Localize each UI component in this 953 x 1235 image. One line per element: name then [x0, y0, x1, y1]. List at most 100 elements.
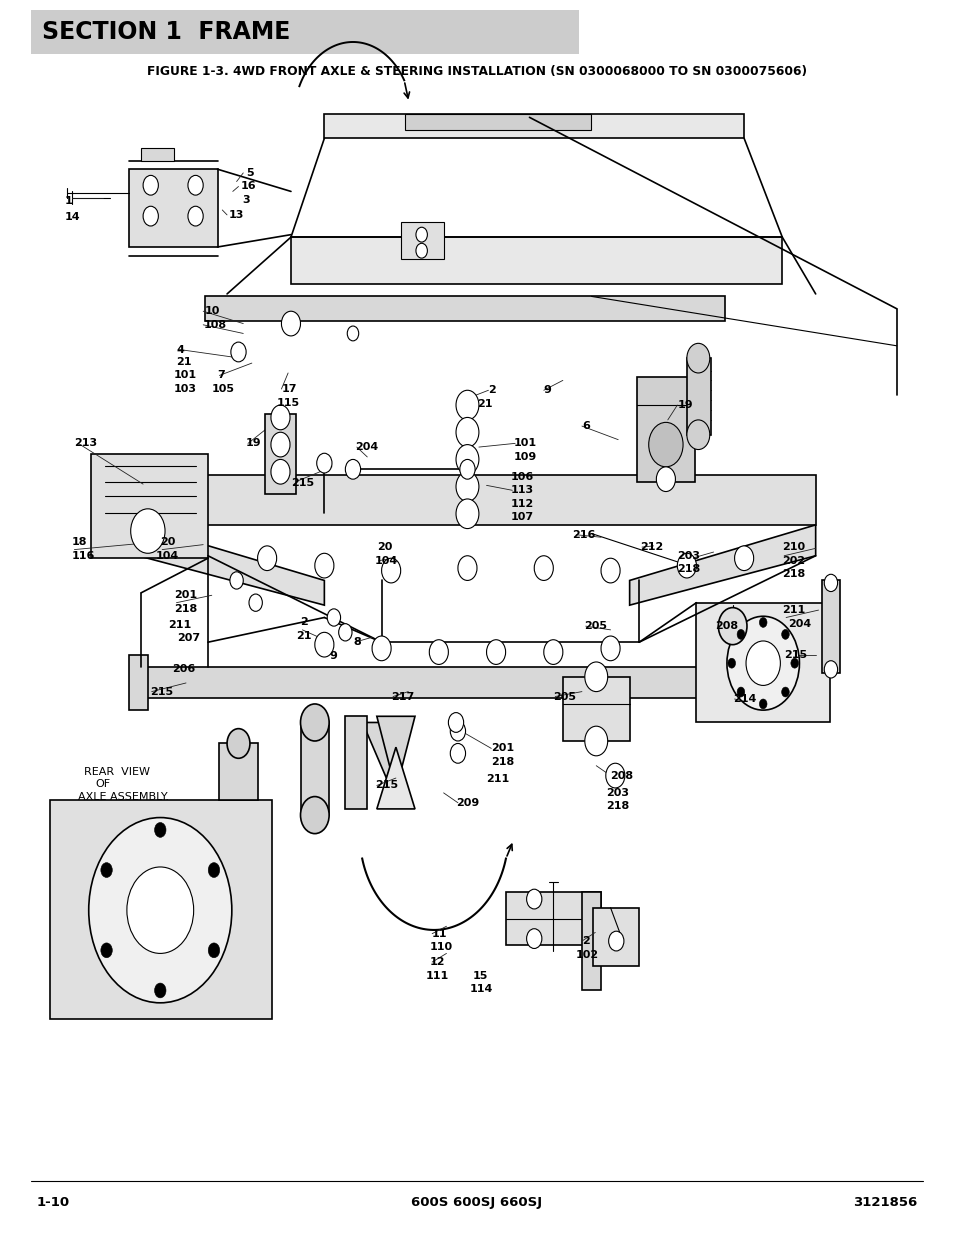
- Text: 16: 16: [240, 182, 255, 191]
- Text: 213: 213: [74, 438, 97, 448]
- Text: 106: 106: [510, 472, 533, 482]
- Circle shape: [450, 721, 465, 741]
- Text: 210: 210: [781, 542, 804, 552]
- Text: 105: 105: [212, 384, 234, 394]
- Text: 21: 21: [295, 631, 311, 641]
- Text: 1-10: 1-10: [36, 1197, 70, 1209]
- Circle shape: [823, 574, 837, 592]
- Polygon shape: [141, 148, 173, 161]
- Text: 20: 20: [160, 537, 175, 547]
- Circle shape: [526, 889, 541, 909]
- Text: 4: 4: [176, 345, 184, 354]
- Text: 104: 104: [375, 556, 397, 566]
- Text: 115: 115: [276, 398, 299, 408]
- Circle shape: [718, 608, 746, 645]
- Text: 206: 206: [172, 664, 194, 674]
- Circle shape: [345, 459, 360, 479]
- Circle shape: [314, 553, 334, 578]
- Text: 204: 204: [355, 442, 377, 452]
- Circle shape: [416, 227, 427, 242]
- Circle shape: [456, 499, 478, 529]
- Text: 17: 17: [281, 384, 296, 394]
- Circle shape: [188, 175, 203, 195]
- Text: 8: 8: [353, 637, 360, 647]
- Text: 5: 5: [246, 168, 253, 178]
- Text: 111: 111: [425, 971, 448, 981]
- Text: 208: 208: [715, 621, 738, 631]
- Circle shape: [338, 624, 352, 641]
- Circle shape: [429, 640, 448, 664]
- Text: 110: 110: [429, 942, 452, 952]
- Text: 13: 13: [229, 210, 244, 220]
- Text: 108: 108: [203, 320, 226, 330]
- Circle shape: [131, 509, 165, 553]
- Polygon shape: [129, 169, 217, 247]
- Circle shape: [208, 862, 219, 877]
- Text: 203: 203: [605, 788, 628, 798]
- Circle shape: [745, 641, 780, 685]
- Text: 12: 12: [429, 957, 444, 967]
- Polygon shape: [50, 800, 272, 1019]
- Text: 20: 20: [376, 542, 392, 552]
- Text: 9: 9: [543, 385, 551, 395]
- Polygon shape: [696, 603, 829, 722]
- Circle shape: [456, 390, 478, 420]
- Circle shape: [648, 422, 682, 467]
- Text: 116: 116: [71, 551, 95, 561]
- Circle shape: [101, 862, 112, 877]
- Text: 207: 207: [177, 634, 200, 643]
- Circle shape: [759, 618, 766, 627]
- Circle shape: [300, 704, 329, 741]
- Circle shape: [823, 661, 837, 678]
- Circle shape: [143, 206, 158, 226]
- Circle shape: [456, 417, 478, 447]
- Circle shape: [143, 175, 158, 195]
- Circle shape: [781, 630, 788, 640]
- Circle shape: [656, 467, 675, 492]
- Circle shape: [457, 556, 476, 580]
- Text: 10: 10: [205, 306, 220, 316]
- Circle shape: [416, 243, 427, 258]
- Text: 103: 103: [173, 384, 196, 394]
- Circle shape: [608, 931, 623, 951]
- Circle shape: [227, 729, 250, 758]
- Circle shape: [271, 432, 290, 457]
- Polygon shape: [376, 747, 415, 809]
- Polygon shape: [376, 716, 415, 790]
- FancyBboxPatch shape: [30, 10, 578, 54]
- Circle shape: [686, 343, 709, 373]
- Text: 204: 204: [787, 619, 810, 629]
- Text: 9: 9: [329, 651, 336, 661]
- Circle shape: [281, 311, 300, 336]
- Polygon shape: [562, 677, 629, 741]
- Circle shape: [231, 342, 246, 362]
- Circle shape: [543, 640, 562, 664]
- Circle shape: [456, 472, 478, 501]
- Text: 201: 201: [491, 743, 514, 753]
- Polygon shape: [345, 716, 367, 809]
- Polygon shape: [265, 414, 295, 494]
- Circle shape: [584, 726, 607, 756]
- Text: 101: 101: [173, 370, 196, 380]
- Polygon shape: [205, 296, 724, 321]
- Circle shape: [459, 459, 475, 479]
- Circle shape: [249, 594, 262, 611]
- Circle shape: [790, 658, 798, 668]
- Polygon shape: [219, 743, 257, 800]
- Polygon shape: [138, 525, 324, 605]
- Text: 202: 202: [781, 556, 804, 566]
- Text: 205: 205: [583, 621, 606, 631]
- Text: 2: 2: [488, 385, 496, 395]
- Text: AXLE ASSEMBLY.: AXLE ASSEMBLY.: [78, 792, 169, 802]
- Text: 21: 21: [176, 357, 192, 367]
- Text: 7: 7: [217, 370, 225, 380]
- Circle shape: [584, 662, 607, 692]
- Text: OF: OF: [95, 779, 111, 789]
- Text: 600S 600SJ 660SJ: 600S 600SJ 660SJ: [411, 1197, 542, 1209]
- Circle shape: [526, 929, 541, 948]
- Text: 113: 113: [510, 485, 533, 495]
- Text: 2: 2: [300, 618, 308, 627]
- Text: 19: 19: [246, 438, 261, 448]
- Text: 101: 101: [513, 438, 536, 448]
- Circle shape: [600, 636, 619, 661]
